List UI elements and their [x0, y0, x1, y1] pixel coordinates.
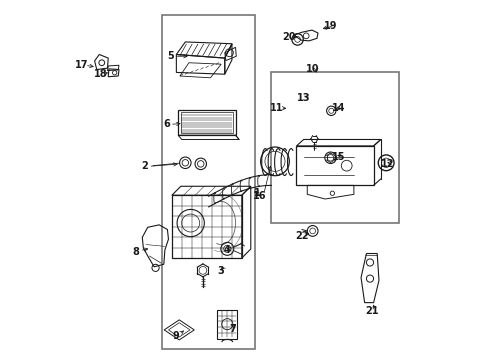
Text: 8: 8	[132, 247, 140, 257]
Text: 11: 11	[269, 103, 283, 113]
Text: 21: 21	[365, 306, 378, 316]
Bar	[296, 146, 373, 185]
Text: 20: 20	[282, 32, 295, 41]
Text: 4: 4	[224, 245, 230, 255]
Text: 3: 3	[217, 266, 224, 276]
Text: 2: 2	[141, 161, 148, 171]
Bar	[178, 110, 235, 135]
Text: 5: 5	[167, 51, 174, 61]
Text: 16: 16	[253, 191, 266, 201]
Text: 12: 12	[381, 159, 394, 169]
Bar	[171, 195, 241, 258]
Text: 14: 14	[331, 103, 345, 113]
Text: 9: 9	[172, 331, 179, 341]
Text: 15: 15	[331, 152, 345, 162]
Text: 22: 22	[295, 231, 308, 240]
Text: 7: 7	[229, 324, 236, 334]
Bar	[181, 112, 232, 133]
Bar	[271, 72, 398, 223]
Text: 6: 6	[163, 120, 169, 129]
Bar	[162, 15, 255, 348]
Text: 10: 10	[305, 64, 319, 74]
Text: 17: 17	[75, 60, 88, 70]
Text: 19: 19	[323, 21, 337, 31]
Text: 18: 18	[93, 69, 107, 79]
Text: 13: 13	[296, 93, 309, 103]
Text: 1: 1	[254, 188, 261, 198]
Bar	[217, 310, 237, 338]
